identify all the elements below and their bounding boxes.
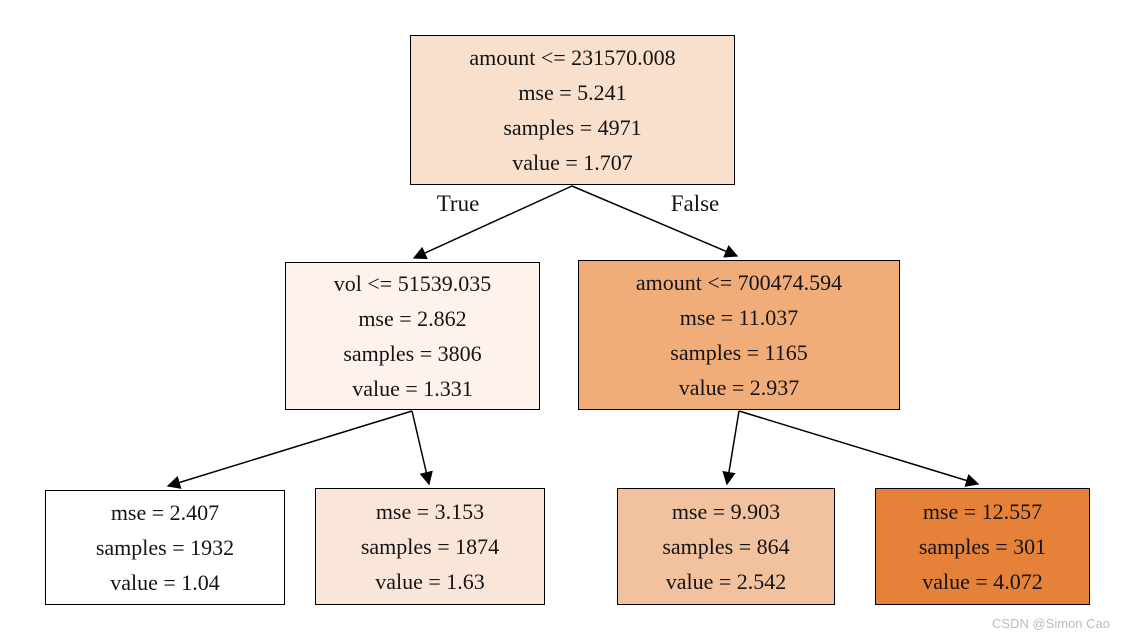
edge-label-true: True (436, 191, 480, 216)
node-samples: samples = 1932 (95, 535, 235, 560)
node-samples: samples = 1874 (360, 534, 500, 559)
node-samples: samples = 3806 (343, 341, 482, 366)
watermark: CSDN @Simon Cao (992, 616, 1110, 631)
node-value: value = 2.937 (678, 375, 800, 400)
edge-right-to-leaf3 (722, 410, 740, 486)
node-mse: mse = 12.557 (922, 499, 1043, 524)
node-samples: samples = 4971 (503, 115, 642, 140)
node-samples: samples = 1165 (670, 340, 808, 365)
edge-right-to-leaf4 (738, 410, 980, 487)
node-samples: samples = 864 (662, 534, 790, 559)
node-value: value = 1.04 (110, 570, 220, 595)
node-value: value = 4.072 (922, 569, 1043, 594)
node-value: value = 1.707 (512, 150, 633, 175)
node-split-condition: vol <= 51539.035 (333, 271, 492, 296)
node-value: value = 2.542 (665, 569, 787, 594)
tree-node-root: amount <= 231570.008 mse = 5.241 samples… (410, 35, 735, 185)
tree-leaf-right-left: mse = 9.903 samples = 864 value = 2.542 (617, 488, 835, 605)
edge-left-to-leaf1 (166, 410, 413, 489)
node-mse: mse = 2.862 (358, 306, 467, 331)
node-mse: mse = 11.037 (679, 305, 799, 330)
node-value: value = 1.63 (375, 569, 485, 594)
tree-leaf-left-right: mse = 3.153 samples = 1874 value = 1.63 (315, 488, 545, 605)
node-mse: mse = 9.903 (671, 499, 781, 524)
tree-node-left: vol <= 51539.035 mse = 2.862 samples = 3… (285, 262, 540, 410)
node-mse: mse = 2.407 (110, 500, 220, 525)
tree-leaf-right-right: mse = 12.557 samples = 301 value = 4.072 (875, 488, 1090, 605)
tree-leaf-left-left: mse = 2.407 samples = 1932 value = 1.04 (45, 490, 285, 605)
edge-left-to-leaf2 (411, 410, 433, 486)
edge-label-false: False (670, 191, 720, 216)
node-value: value = 1.331 (352, 376, 473, 401)
node-mse: mse = 3.153 (375, 499, 485, 524)
node-split-condition: amount <= 700474.594 (635, 270, 843, 295)
tree-node-right: amount <= 700474.594 mse = 11.037 sample… (578, 260, 900, 410)
node-mse: mse = 5.241 (518, 80, 627, 105)
node-samples: samples = 301 (918, 534, 1047, 559)
node-split-condition: amount <= 231570.008 (469, 45, 676, 70)
